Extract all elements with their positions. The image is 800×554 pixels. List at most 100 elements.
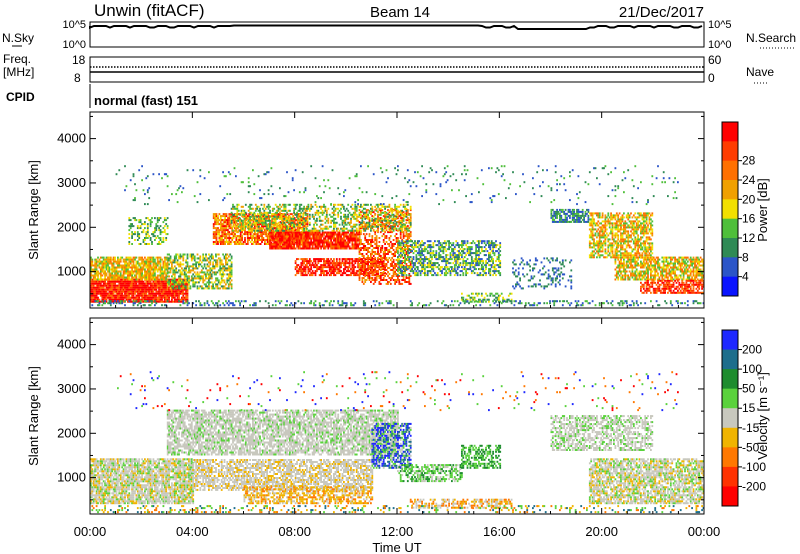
power-echo-cell <box>225 215 228 218</box>
power-echo-cell <box>163 260 166 263</box>
power-echo-cell <box>374 267 377 269</box>
power-echo-cell <box>163 296 166 299</box>
power-echo-cell <box>178 279 180 282</box>
power-echo-cell <box>186 296 189 299</box>
power-echo-cell <box>146 272 149 275</box>
power-echo-cell <box>166 227 169 230</box>
power-echo-cell <box>156 292 159 295</box>
power-echo-cell <box>111 264 114 267</box>
power-echo-cell <box>230 211 233 214</box>
power-echo-cell <box>169 255 172 258</box>
power-echo-cell <box>176 261 179 264</box>
power-echo-cell <box>239 213 241 216</box>
power-echo-cell <box>212 283 214 286</box>
power-echo-cell <box>358 263 361 265</box>
power-echo-cell <box>330 225 332 228</box>
power-echo-cell <box>379 269 382 271</box>
power-echo-cell <box>154 260 156 263</box>
cpid-label: CPID <box>6 90 35 104</box>
power-echo-cell <box>377 259 379 261</box>
power-echo-cell <box>98 292 101 295</box>
power-echo-cell <box>151 217 153 220</box>
power-echo-cell <box>220 281 223 284</box>
power-echo-cell <box>351 227 354 230</box>
power-echo-cell <box>142 290 145 293</box>
power-echo-cell <box>124 294 126 297</box>
power-echo-cell <box>122 268 125 271</box>
power-echo-cell <box>397 277 399 279</box>
power-echo-cell <box>151 286 153 289</box>
power-echo-cell <box>159 288 162 291</box>
power-echo-cell <box>146 270 149 273</box>
power-echo-cell <box>176 298 179 301</box>
power-echo-cell <box>129 282 132 285</box>
power-echo-cell <box>181 273 183 276</box>
power-echo-cell <box>94 264 97 267</box>
power-echo-cell <box>105 266 108 269</box>
power-echo-cell <box>115 300 118 303</box>
power-echo-cell <box>378 253 381 255</box>
power-echo-cell <box>188 269 190 272</box>
power-echo-cell <box>134 280 136 283</box>
power-echo-cell <box>173 281 176 284</box>
nsky-panel: N.Sky 10^5 10^0 10^5 10^0 N.Search <box>2 19 796 51</box>
power-echo-cell <box>308 221 311 224</box>
power-echo-cell <box>91 260 94 263</box>
power-echo-cell <box>142 294 145 297</box>
power-echo-cell <box>185 269 187 272</box>
power-echo-cell <box>134 298 136 301</box>
power-echo-cell <box>114 258 116 261</box>
power-echo-cell <box>185 300 187 303</box>
power-echo-cell <box>210 277 213 280</box>
power-echo-cell <box>115 276 118 279</box>
power-echo-cell <box>173 265 176 268</box>
power-echo-cell <box>171 265 173 268</box>
power-echo-cell <box>185 259 187 262</box>
power-echo-cell <box>254 203 257 206</box>
power-echo-cell <box>198 275 200 278</box>
power-echo-cell <box>333 260 335 263</box>
power-echo-cell <box>95 274 98 277</box>
power-echo-cell <box>94 262 97 265</box>
power-echo-cell <box>169 283 172 286</box>
power-echo-cell <box>307 272 310 275</box>
nave-label: Nave <box>746 65 774 79</box>
power-echo-cell <box>241 235 243 238</box>
power-echo-cell <box>398 279 401 281</box>
power-echo-cell <box>152 280 155 283</box>
power-echo-cell <box>181 287 183 290</box>
power-echo-cell <box>308 217 311 220</box>
power-echo-cell <box>298 213 301 216</box>
power-echo-cell <box>296 229 298 232</box>
power-echo-cell <box>159 258 162 261</box>
power-echo-cell <box>186 298 189 301</box>
power-echo-cell <box>135 290 138 293</box>
power-echo-cell <box>159 217 162 220</box>
power-echo-cell <box>360 229 362 232</box>
power-echo-cell <box>90 256 92 259</box>
power-echo-cell <box>159 233 162 236</box>
power-echo-cell <box>165 298 168 301</box>
power-echo-cell <box>151 243 153 245</box>
power-echo-cell <box>301 209 304 212</box>
power-echo-cell <box>327 258 330 261</box>
power-echo-cell <box>152 270 155 273</box>
power-echo-cell <box>128 280 131 283</box>
power-echo-cell <box>372 259 375 261</box>
power-echo-cell <box>283 221 286 224</box>
power-echo-cell <box>121 268 124 271</box>
power-echo-cell <box>165 280 168 283</box>
power-echo-cell <box>131 282 133 285</box>
power-echo-cell <box>121 290 124 293</box>
power-echo-cell <box>154 294 156 297</box>
power-echo-cell <box>154 231 156 234</box>
power-echo-cell <box>321 213 324 216</box>
power-echo-cell <box>252 243 255 245</box>
power-echo-cell <box>165 237 168 239</box>
power-echo-cell <box>122 284 125 287</box>
power-echo-cell <box>205 255 207 258</box>
power-echo-cell <box>338 229 341 232</box>
power-echo-cell <box>122 290 125 293</box>
power-echo-cell <box>192 265 195 268</box>
power-echo-cell <box>182 257 185 260</box>
